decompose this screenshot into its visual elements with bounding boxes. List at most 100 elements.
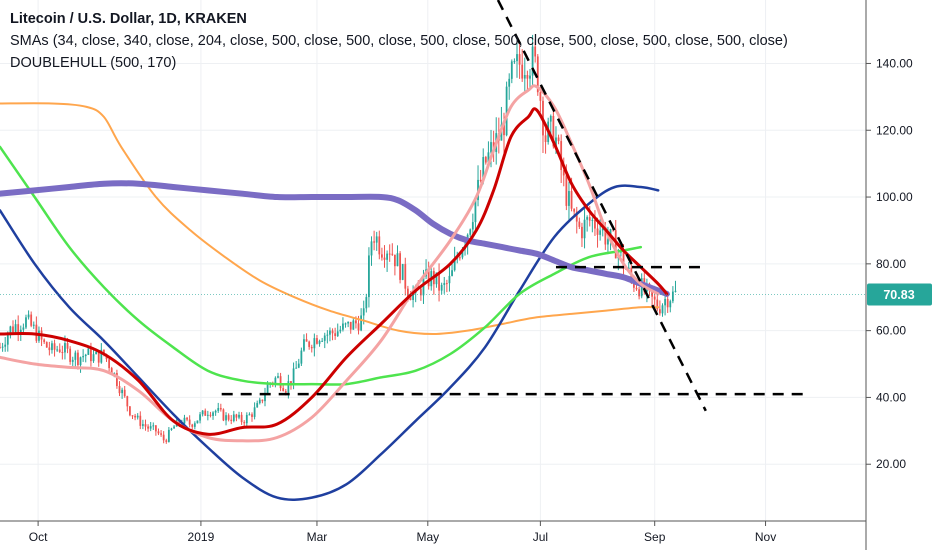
candle-body xyxy=(157,431,160,434)
candle-body xyxy=(240,414,243,423)
candle-body xyxy=(245,414,248,424)
candle-body xyxy=(573,208,576,212)
candle-body xyxy=(635,287,638,290)
candle-body xyxy=(607,239,609,245)
candle-body xyxy=(653,296,656,300)
candle-body xyxy=(651,288,653,297)
candle-body xyxy=(503,124,505,136)
candle-body xyxy=(188,419,191,425)
candle-body xyxy=(313,338,316,349)
candle-body xyxy=(513,61,516,63)
series-line-doublehull xyxy=(0,180,670,297)
candle-body xyxy=(412,292,414,301)
candle-body xyxy=(368,255,370,298)
doublehull-indicator-label[interactable]: DOUBLEHULL (500, 170) xyxy=(10,55,177,71)
candle-body xyxy=(149,426,152,429)
candle-body xyxy=(531,46,534,76)
candle-body xyxy=(277,376,279,378)
candle-body xyxy=(578,221,581,227)
candle-body xyxy=(27,314,30,318)
candle-body xyxy=(347,321,350,324)
candle-body xyxy=(238,414,240,418)
candle-body xyxy=(193,423,196,427)
candle-body xyxy=(599,230,602,235)
candle-body xyxy=(568,191,570,206)
trendline-dashed[interactable] xyxy=(496,0,707,412)
candle-body xyxy=(19,329,22,333)
candle-body xyxy=(479,179,482,181)
candle-body xyxy=(588,217,591,221)
candle-body xyxy=(339,329,342,332)
symbol-title[interactable]: Litecoin / U.S. Dollar, 1D, KRAKEN xyxy=(10,11,247,27)
candle-body xyxy=(134,415,136,418)
candle-body xyxy=(4,344,7,347)
candle-body xyxy=(386,253,389,260)
candle-body xyxy=(186,417,188,420)
candle-body xyxy=(79,357,82,366)
candle-body xyxy=(399,253,401,280)
chart-legend: Litecoin / U.S. Dollar, 1D, KRAKEN SMAs … xyxy=(10,8,788,74)
x-tick-label: Oct xyxy=(29,530,48,544)
candle-body xyxy=(95,351,98,355)
candle-body xyxy=(116,372,118,387)
candle-body xyxy=(17,324,20,333)
candle-body xyxy=(25,317,27,328)
time-axis[interactable]: Oct 2019 Mar May Jul Sep Nov xyxy=(29,521,776,544)
candle-body xyxy=(349,321,352,330)
candle-body xyxy=(565,175,568,206)
candle-body xyxy=(505,86,508,136)
candle-body xyxy=(669,301,672,308)
candle-body xyxy=(266,384,269,395)
candle-body xyxy=(627,267,630,270)
candle-body xyxy=(534,46,537,57)
candle-body xyxy=(217,407,220,411)
candle-body xyxy=(404,264,407,289)
candle-body xyxy=(427,269,430,287)
candle-body xyxy=(131,415,134,417)
candle-body xyxy=(552,115,555,147)
candle-body xyxy=(664,298,666,306)
candle-body xyxy=(362,308,365,316)
candle-body xyxy=(656,299,659,310)
candle-body xyxy=(77,352,79,366)
sma-indicator-label[interactable]: SMAs (34, close, 340, close, 204, close,… xyxy=(10,33,788,49)
candle-body xyxy=(225,415,227,421)
candle-body xyxy=(388,253,391,255)
candle-body xyxy=(167,429,170,442)
candle-body xyxy=(539,92,542,101)
candle-body xyxy=(378,236,381,255)
candle-body xyxy=(154,425,157,432)
candle-body xyxy=(84,354,87,357)
x-tick-label: 2019 xyxy=(188,530,215,544)
candle-body xyxy=(222,409,225,421)
candle-body xyxy=(396,253,399,267)
candle-body xyxy=(87,348,90,355)
candle-body xyxy=(310,346,313,349)
candle-body xyxy=(352,320,355,330)
candle-body xyxy=(601,228,604,231)
candle-body xyxy=(355,320,357,324)
candle-body xyxy=(529,75,531,79)
trendline-drawings[interactable] xyxy=(221,0,806,412)
candle-body xyxy=(575,211,578,222)
candle-body xyxy=(594,219,596,229)
candle-body xyxy=(373,241,376,243)
y-tick-label: 140.00 xyxy=(876,56,913,70)
candle-body xyxy=(66,343,69,349)
candle-body xyxy=(206,414,209,416)
candle-body xyxy=(196,420,199,424)
candle-body xyxy=(136,415,139,418)
candle-body xyxy=(560,141,563,171)
candle-body xyxy=(290,381,292,384)
candle-body xyxy=(591,219,594,221)
price-axis[interactable]: 20.00 40.00 60.00 80.00 100.00 120.00 140.00 xyxy=(866,56,913,471)
candle-body xyxy=(173,426,175,429)
candle-body xyxy=(199,414,201,421)
candle-body xyxy=(562,170,565,176)
candle-body xyxy=(666,298,669,308)
series-line-sma-500-b xyxy=(0,184,660,501)
candle-body xyxy=(251,414,253,417)
x-tick-label: Sep xyxy=(644,530,666,544)
